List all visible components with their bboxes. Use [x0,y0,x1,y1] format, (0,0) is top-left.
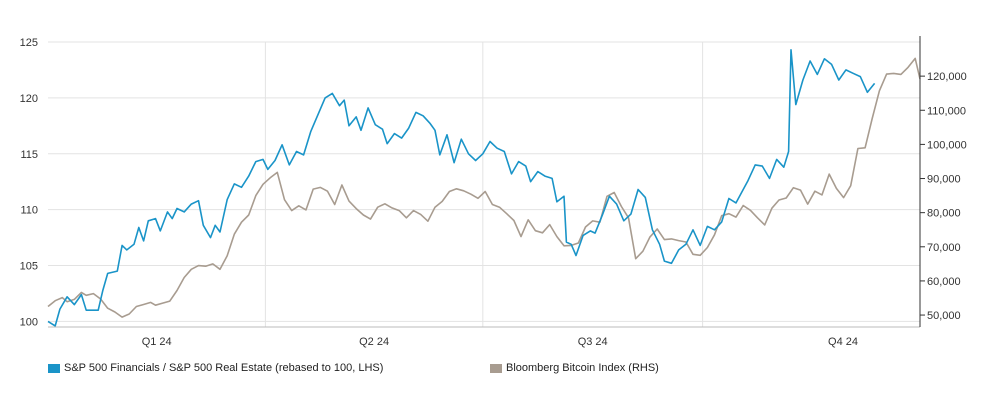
left-tick-label: 105 [20,261,38,273]
x-tick-label: Q2 24 [359,336,389,348]
grid [48,41,920,327]
legend-item-financials: S&P 500 Financials / S&P 500 Real Estate… [48,362,383,374]
right-tick-label: 70,000 [927,242,961,254]
x-tick-label: Q3 24 [578,336,608,348]
x-tick-label: Q4 24 [828,336,858,348]
left-axis-ticks: 100 105 110 115 120 125 [20,37,38,328]
right-axis-ticks: 50,000 60,000 70,000 80,000 90,000 100,000 110… [920,71,967,322]
left-tick-label: 125 [20,37,38,49]
x-tick-label: Q1 24 [142,336,172,348]
legend-label-bitcoin: Bloomberg Bitcoin Index (RHS) [506,362,659,374]
series-layer [47,48,921,327]
right-tick-label: 60,000 [927,276,961,288]
right-tick-label: 100,000 [927,139,967,151]
left-tick-label: 120 [20,93,38,105]
x-axis-ticks: Q1 24 Q2 24 Q3 24 Q4 24 [142,336,858,348]
left-tick-label: 110 [20,205,38,217]
legend-swatch-bitcoin [490,363,502,373]
left-tick-label: 115 [20,149,38,161]
right-tick-label: 90,000 [927,174,961,186]
axes [48,36,921,328]
legend-label-financials: S&P 500 Financials / S&P 500 Real Estate… [64,362,384,374]
right-tick-label: 80,000 [927,208,961,220]
series-line-financials [47,48,876,327]
right-tick-label: 110,000 [927,105,966,117]
left-tick-label: 100 [20,316,38,328]
legend-item-bitcoin: Bloomberg Bitcoin Index (RHS) [490,362,659,374]
legend-swatch-financials [48,363,60,373]
right-tick-label: 120,000 [927,71,967,83]
right-tick-label: 50,000 [927,310,961,322]
series-line-bitcoin [47,57,921,318]
